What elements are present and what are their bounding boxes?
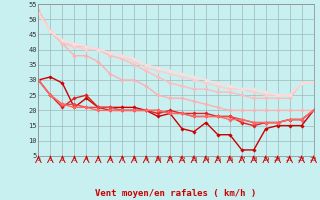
Text: Vent moyen/en rafales ( km/h ): Vent moyen/en rafales ( km/h ) [95,189,257,198]
